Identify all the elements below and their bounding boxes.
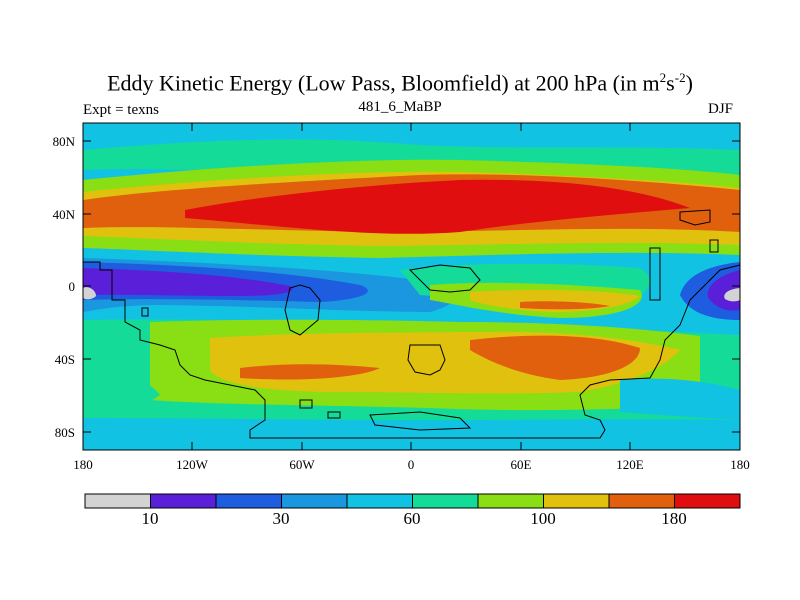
lon-tick-label: 180 — [73, 457, 93, 472]
experiment-id: 481_6_MaBP — [358, 99, 442, 115]
colorbar-label: 10 — [142, 509, 159, 528]
contour-field — [83, 123, 740, 450]
lon-tick-label: 120W — [176, 457, 209, 472]
contour-orange-tropics — [520, 301, 610, 310]
colorbar-swatch — [281, 493, 348, 509]
contour-teal-sw — [83, 370, 160, 413]
coastline-path-africa — [408, 264, 481, 293]
lon-tick-label: 120E — [616, 457, 644, 472]
lat-tick-label: 40S — [55, 352, 75, 367]
contour-orange-sh-west — [240, 364, 380, 380]
contour-min-west — [83, 287, 96, 300]
lat-tick-label: 0 — [69, 279, 76, 294]
coastline-path-sa — [284, 284, 321, 336]
colorbar-label: 100 — [530, 509, 556, 528]
coastline-path-south-africa — [407, 344, 446, 376]
colorbar-swatch — [215, 493, 282, 509]
coastline-path-east-1 — [649, 247, 661, 301]
lat-ticks — [83, 140, 740, 433]
lon-tick-label: 0 — [408, 457, 415, 472]
experiment-label: Expt = texns — [83, 102, 159, 118]
colorbar-label: 180 — [661, 509, 687, 528]
coastline-path-east-2 — [679, 209, 711, 226]
colorbar-label: 30 — [273, 509, 290, 528]
coastline-path-island-1 — [299, 399, 313, 409]
colorbar-swatch — [674, 493, 741, 509]
lat-tick-label: 80S — [55, 425, 75, 440]
colorbar-swatch — [477, 493, 544, 509]
lat-tick-label: 80N — [53, 134, 76, 149]
contour-indigo-tropics — [83, 268, 293, 296]
coastline-path-south — [83, 261, 741, 439]
contour-orange-sh-east — [470, 335, 640, 380]
colorbar-swatch — [84, 493, 151, 509]
colorbar-swatch — [150, 493, 217, 509]
lat-tick-label: 40N — [53, 207, 76, 222]
colorbar-swatch — [346, 493, 413, 509]
colorbar-swatch — [608, 493, 675, 509]
coastline-path-island-3 — [141, 307, 149, 317]
colorbar-label: 60 — [404, 509, 421, 528]
coastlines — [83, 209, 741, 439]
map-title: Eddy Kinetic Energy (Low Pass, Bloomfiel… — [107, 70, 693, 96]
colorbar-swatch — [412, 493, 479, 509]
colorbar — [84, 493, 741, 509]
coastline-path-antarctic — [369, 411, 472, 431]
coastline-path-east-3 — [709, 239, 719, 253]
colorbar-swatch — [543, 493, 610, 509]
lon-ticks — [82, 123, 631, 450]
lon-tick-label: 60W — [289, 457, 315, 472]
contour-red-jet — [185, 179, 690, 234]
coastline-path-island-2 — [327, 411, 341, 419]
season-label: DJF — [708, 101, 734, 117]
contour-cyan-se — [620, 378, 740, 420]
lon-tick-label: 60E — [511, 457, 532, 472]
contour-min-east — [724, 288, 740, 302]
lon-tick-label: 180 — [730, 457, 750, 472]
